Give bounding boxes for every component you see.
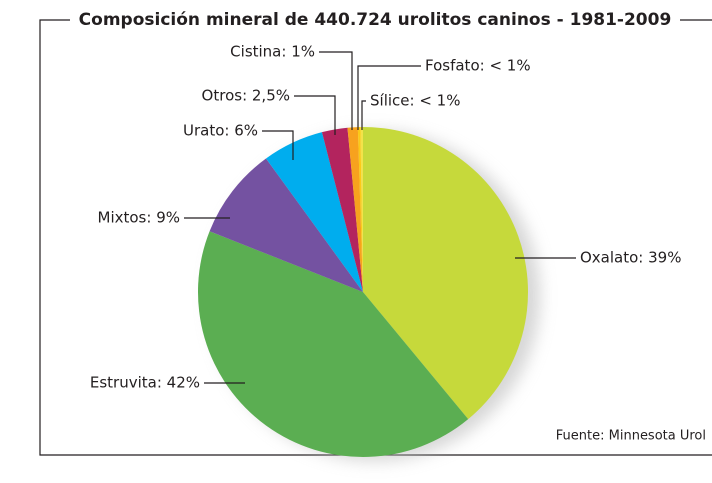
slice-label: Estruvita: 42%	[90, 374, 200, 392]
pie-slice	[360, 127, 363, 292]
slice-label: Mixtos: 9%	[98, 209, 180, 227]
leader-line	[361, 100, 366, 130]
leader-line	[294, 95, 336, 135]
chart-title: Composición mineral de 440.724 urolitos …	[79, 10, 672, 30]
slice-label: Urato: 6%	[183, 122, 258, 140]
source: Fuente: Minnesota Urol	[556, 429, 706, 444]
pie-slice	[266, 132, 363, 292]
pie-slice	[321, 127, 363, 293]
slice-label: Cistina: 1%	[230, 43, 315, 61]
pie-slice	[209, 158, 363, 292]
leader-line	[357, 65, 421, 130]
pie-slice	[357, 127, 363, 292]
slice-label: Oxalato: 39%	[580, 249, 681, 267]
pie-slice	[198, 231, 469, 457]
leader-line	[319, 51, 353, 130]
leader-line	[262, 130, 294, 160]
pie-slice	[347, 127, 363, 292]
pie-slice	[363, 127, 528, 420]
slice-label: Fosfato: < 1%	[425, 57, 531, 75]
slice-label: Otros: 2,5%	[202, 87, 290, 105]
slice-label: Sílice: < 1%	[370, 92, 460, 110]
